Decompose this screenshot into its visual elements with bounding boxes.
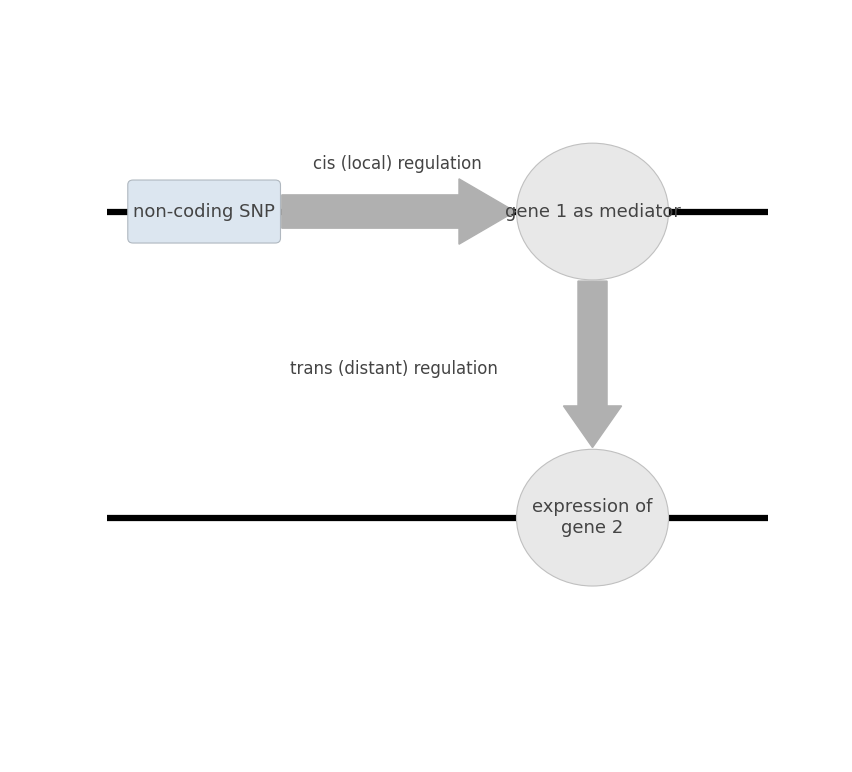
Text: expression of
gene 2: expression of gene 2 — [532, 498, 652, 537]
Text: non-coding SNP: non-coding SNP — [133, 202, 274, 221]
Polygon shape — [563, 281, 621, 448]
Text: gene 1 as mediator: gene 1 as mediator — [504, 202, 680, 221]
Text: cis (local) regulation: cis (local) regulation — [313, 155, 481, 173]
Circle shape — [515, 143, 668, 280]
Text: trans (distant) regulation: trans (distant) regulation — [290, 360, 498, 378]
FancyBboxPatch shape — [128, 180, 280, 243]
Circle shape — [515, 449, 668, 586]
Polygon shape — [281, 179, 515, 244]
